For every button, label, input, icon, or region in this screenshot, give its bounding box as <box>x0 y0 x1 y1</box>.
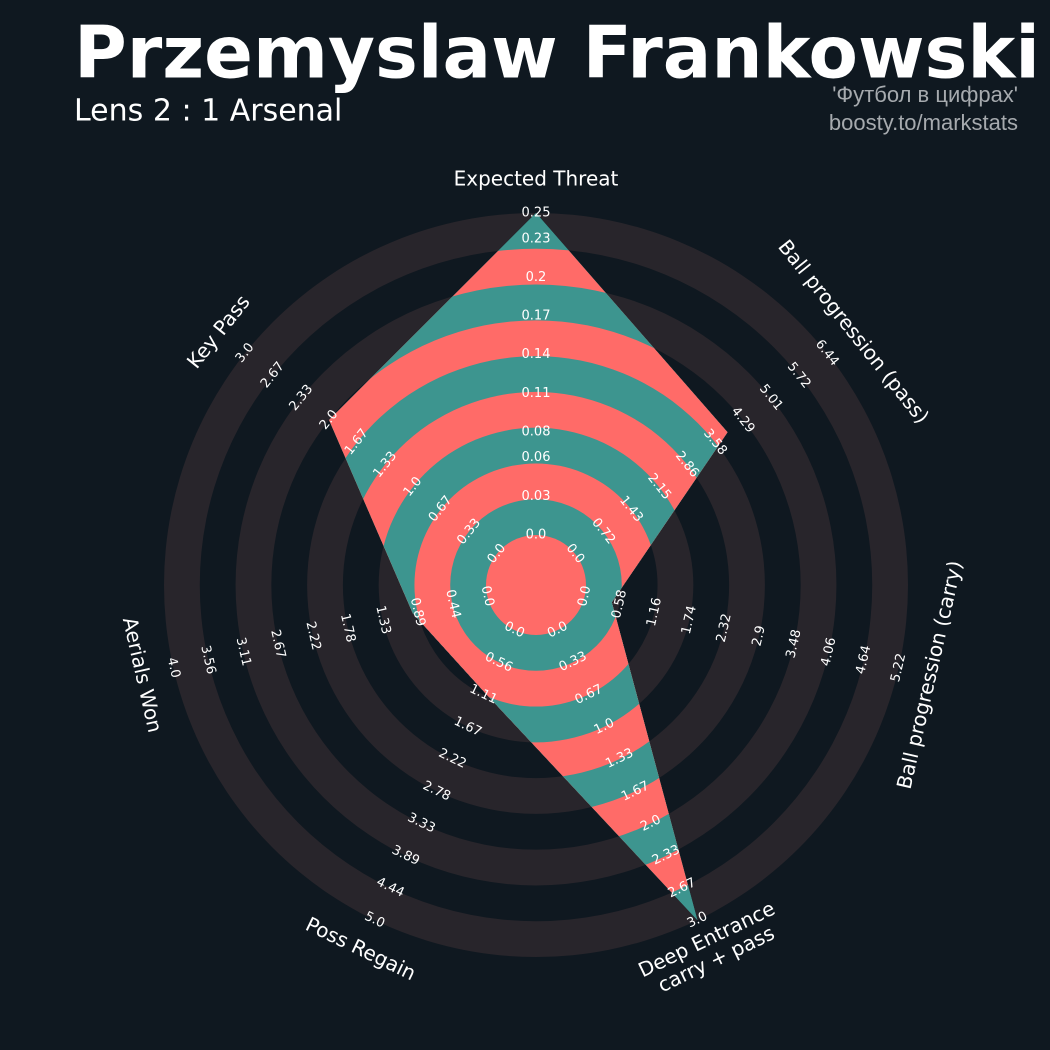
chart-subtitle: Lens 2 : 1 Arsenal <box>74 94 342 129</box>
tick-label: 0.08 <box>522 424 551 439</box>
credit: boosty.to/markstats <box>829 110 1018 135</box>
tick-label: 0.0 <box>478 584 497 608</box>
tick-label: 0.06 <box>522 450 551 465</box>
center <box>486 535 586 635</box>
tick-label: 1.74 <box>679 604 700 636</box>
tick-label: 0.03 <box>522 489 551 504</box>
tick-label: 2.9 <box>750 624 769 648</box>
tick-label: 0.11 <box>522 386 551 401</box>
tick-label: 1.33 <box>372 604 393 636</box>
tick-label: 4.64 <box>853 644 874 676</box>
tick-label: 4.06 <box>818 636 839 668</box>
tick-label: 3.56 <box>197 644 218 676</box>
tick-label: 2.32 <box>714 612 735 644</box>
tick-label: 0.0 <box>526 528 547 543</box>
chart-title: Przemyslaw Frankowski <box>74 11 1040 95</box>
tick-label: 4.0 <box>164 656 183 680</box>
tick-label: 0.23 <box>522 231 551 246</box>
tick-label: 3.48 <box>783 628 804 660</box>
tick-label: 0.0 <box>575 584 594 608</box>
tick-label: 0.25 <box>522 206 551 221</box>
tick-label: 3.11 <box>233 636 254 668</box>
tick-label: 1.16 <box>644 596 665 628</box>
tick-label: 0.58 <box>609 588 630 620</box>
credit: 'Футбол в цифрах' <box>832 82 1018 107</box>
tick-label: 0.89 <box>407 596 428 628</box>
tick-label: 0.44 <box>442 588 463 620</box>
tick-label: 2.67 <box>267 628 288 660</box>
tick-label: 0.2 <box>526 270 547 285</box>
tick-label: 5.22 <box>888 652 909 684</box>
axis-label: Expected Threat <box>454 167 619 191</box>
tick-label: 0.14 <box>522 347 551 362</box>
tick-label: 2.22 <box>302 620 323 652</box>
tick-label: 0.17 <box>522 309 551 324</box>
tick-label: 1.78 <box>337 612 358 644</box>
